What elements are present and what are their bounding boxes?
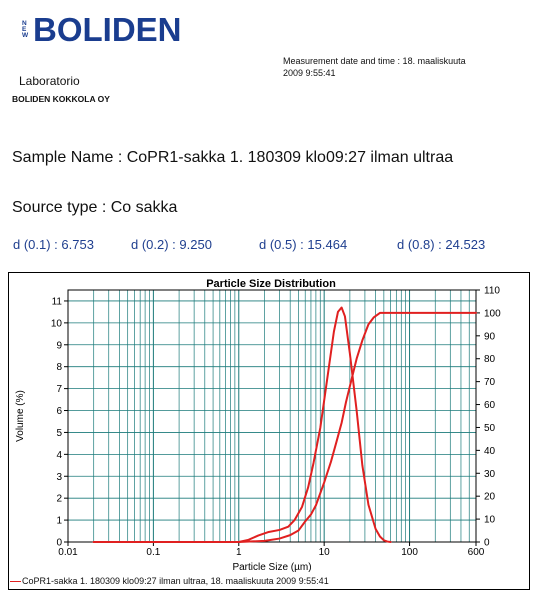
logo-prefix-e: E — [22, 26, 27, 33]
x-tick-label-3: 10 — [319, 547, 331, 558]
y-left-tick-label-3: 3 — [56, 472, 62, 483]
series-line-0 — [92, 306, 392, 543]
x-tick-label-2: 1 — [236, 547, 242, 558]
chart-title: Particle Size Distribution — [206, 278, 336, 290]
y-right-tick-label-4: 40 — [484, 446, 496, 457]
y-right-tick-label-1: 10 — [484, 515, 496, 526]
d50-value: d (0.5) : 15.464 — [259, 237, 348, 252]
y-left-tick-label-0: 0 — [56, 538, 62, 549]
y-left-tick-label-1: 1 — [56, 516, 62, 527]
y-axis-label: Volume (%) — [15, 390, 26, 442]
x-axis-label: Particle Size (µm) — [232, 562, 311, 573]
measurement-datetime: Measurement date and time : 18. maalisku… — [283, 55, 523, 79]
y-right-tick-label-5: 50 — [484, 423, 496, 434]
y-right-tick-label-3: 30 — [484, 469, 496, 480]
legend-entry: CoPR1-sakka 1. 180309 klo09:27 ilman ult… — [22, 576, 329, 586]
d20-value: d (0.2) : 9.250 — [131, 237, 212, 252]
y-left-tick-label-2: 2 — [56, 494, 62, 505]
y-left-tick-label-8: 8 — [56, 362, 62, 373]
y-right-tick-label-6: 60 — [484, 400, 496, 411]
y-right-tick-label-7: 70 — [484, 377, 496, 388]
x-tick-label-0: 0.01 — [58, 547, 78, 558]
logo-prefix-n: N — [22, 20, 27, 27]
company-name: BOLIDEN KOKKOLA OY — [12, 94, 110, 104]
legend-swatch — [10, 581, 21, 582]
y-right-tick-label-11: 110 — [484, 286, 500, 297]
y-right-tick-label-0: 0 — [484, 538, 490, 549]
source-type: Source type : Co sakka — [12, 199, 178, 216]
boliden-logo: N E W BOLIDEN — [22, 12, 182, 48]
logo-text: BOLIDEN — [33, 11, 182, 48]
y-left-tick-label-11: 11 — [52, 296, 63, 307]
logo-prefix: N E W — [22, 20, 32, 39]
d80-value: d (0.8) : 24.523 — [397, 237, 486, 252]
x-tick-label-5: 600 — [468, 547, 485, 558]
y-right-tick-label-2: 20 — [484, 492, 496, 503]
chart-frame — [8, 272, 530, 590]
y-left-tick-label-6: 6 — [56, 406, 62, 417]
y-left-tick-label-5: 5 — [56, 428, 62, 439]
y-right-tick-label-8: 80 — [484, 354, 496, 365]
measurement-line-1: Measurement date and time : 18. maalisku… — [283, 56, 466, 66]
series-line-1 — [92, 311, 477, 543]
measurement-line-2: 2009 9:55:41 — [283, 68, 336, 78]
plot-area — [67, 289, 477, 543]
x-tick-label-1: 0.1 — [146, 547, 160, 558]
x-tick-label-4: 100 — [401, 547, 418, 558]
y-left-tick-label-4: 4 — [56, 450, 62, 461]
logo-prefix-w: W — [22, 32, 29, 39]
y-left-tick-label-10: 10 — [51, 318, 63, 329]
lab-label: Laboratorio — [19, 74, 80, 88]
d10-value: d (0.1) : 6.753 — [13, 237, 94, 252]
y-right-tick-label-10: 100 — [484, 308, 501, 319]
y-right-tick-label-9: 90 — [484, 331, 496, 342]
y-left-tick-label-7: 7 — [56, 384, 62, 395]
sample-name: Sample Name : CoPR1-sakka 1. 180309 klo0… — [12, 149, 454, 166]
y-left-tick-label-9: 9 — [56, 340, 62, 351]
